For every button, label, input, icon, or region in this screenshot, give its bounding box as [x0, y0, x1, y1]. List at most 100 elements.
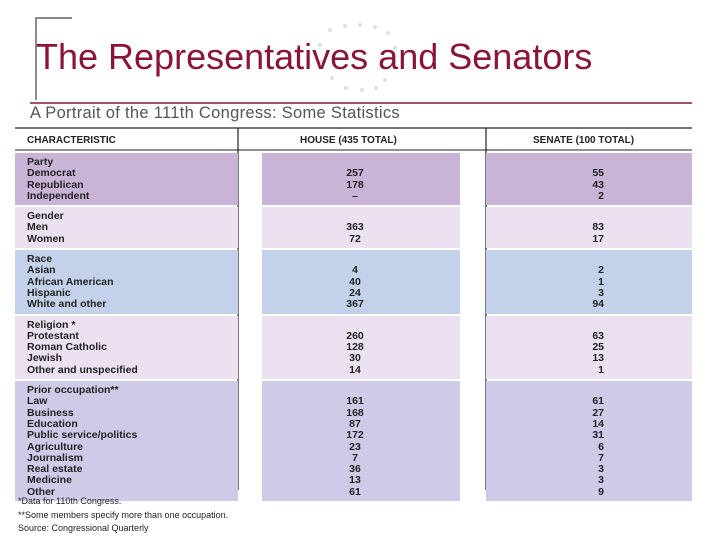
- cell-value: 72: [349, 232, 361, 245]
- table-cell: 55 43 2: [486, 153, 692, 206]
- row-label: Public service/politics: [27, 429, 138, 442]
- cell-value: 63: [592, 329, 604, 342]
- cell-value: 128: [346, 341, 364, 354]
- row-label: Agriculture: [27, 440, 84, 453]
- footnote: **Some members specify more than one occ…: [18, 510, 229, 520]
- cell-value: 3: [598, 463, 604, 476]
- cell-value: 14: [349, 363, 361, 376]
- cell-value: 1: [598, 363, 604, 376]
- cell-value: 172: [346, 429, 364, 442]
- row-label: Republican: [27, 178, 84, 191]
- table-section: Gender Men Women 363 72 83 17: [0, 207, 720, 249]
- table-cell: 161 168 87 172 23 7 36 13 61: [262, 381, 460, 502]
- table-section: Prior occupation** Law Business Education Pu…: [0, 381, 720, 502]
- row-label: White and other: [27, 298, 107, 311]
- section-heading: Race: [27, 253, 53, 266]
- cell-value: 94: [592, 298, 604, 311]
- cell-value: 363: [346, 221, 364, 234]
- cell-value: 61: [592, 395, 604, 408]
- row-label: Jewish: [27, 352, 63, 365]
- row-label: Roman Catholic: [27, 341, 107, 354]
- table-cell: Religion * Protestant Roman Catholic Jewish…: [15, 315, 238, 380]
- table-cell: Gender Men Women: [15, 207, 238, 249]
- spacer: [486, 385, 604, 396]
- cell-value: 23: [349, 440, 361, 453]
- cell-value: 13: [349, 474, 361, 487]
- cell-value: 7: [352, 451, 358, 464]
- row-label: Asian: [27, 264, 56, 277]
- table-cell: 2 1 3 94: [486, 250, 692, 314]
- cell-value: 25: [592, 341, 604, 354]
- cell-value: 7: [598, 451, 604, 464]
- cell-value: 2: [598, 264, 604, 277]
- row-label: Real estate: [27, 463, 83, 476]
- cell-value: 257: [346, 167, 364, 180]
- table-section: Race Asian African American Hispanic White a…: [0, 250, 720, 314]
- row-label: Protestant: [27, 329, 79, 342]
- table-section: Religion * Protestant Roman Catholic Jewish…: [0, 315, 720, 380]
- cell-value: 40: [349, 275, 361, 288]
- table-cell: 260 128 30 14: [262, 315, 460, 380]
- cell-value: 27: [592, 406, 604, 419]
- section-heading: Prior occupation**: [27, 384, 119, 397]
- row-label: Women: [27, 232, 65, 245]
- table-cell: Party Democrat Republican Independent: [15, 153, 238, 206]
- cell-value: 178: [346, 178, 364, 191]
- cell-value: 1: [598, 275, 604, 288]
- cell-value: 3: [598, 474, 604, 487]
- row-label: Independent: [27, 189, 90, 202]
- cell-value: 24: [349, 286, 361, 299]
- spacer: [486, 211, 604, 222]
- footnote: *Data for 110th Congress.: [18, 496, 122, 506]
- row-label: Other and unspecified: [27, 363, 138, 376]
- row-label: Law: [27, 395, 48, 408]
- cell-value: 9: [598, 485, 604, 498]
- column-header: HOUSE (435 TOTAL): [300, 135, 397, 146]
- section-heading: Religion *: [27, 318, 76, 331]
- cell-value: 17: [592, 232, 604, 245]
- section-heading: Party: [27, 156, 54, 168]
- cell-value: 14: [592, 417, 604, 430]
- cell-value: 43: [592, 178, 604, 191]
- cell-value: 61: [349, 485, 361, 498]
- cell-value: 6: [598, 440, 604, 453]
- cell-value: –: [352, 189, 358, 202]
- spacer: [486, 157, 604, 168]
- cell-value: 83: [592, 221, 604, 234]
- row-label: Education: [27, 417, 78, 430]
- cell-value: 87: [349, 417, 361, 430]
- cell-value: 2: [598, 189, 604, 202]
- table-cell: Prior occupation** Law Business Education Pu…: [15, 381, 238, 502]
- cell-value: 367: [346, 298, 364, 311]
- cell-value: 30: [349, 352, 361, 365]
- row-label: Business: [27, 406, 74, 419]
- cell-value: 55: [592, 167, 604, 180]
- cell-value: 260: [346, 329, 364, 342]
- section-heading: Gender: [27, 210, 64, 223]
- footnote: Source: Congressional Quarterly: [18, 523, 149, 533]
- table-cell: 83 17: [486, 207, 692, 249]
- row-label: Medicine: [27, 474, 72, 487]
- cell-value: 168: [346, 406, 364, 419]
- cell-value: 3: [598, 286, 604, 299]
- cell-value: 31: [592, 429, 604, 442]
- table-cell: 63 25 13 1: [486, 315, 692, 380]
- column-header: CHARACTERISTIC: [27, 135, 116, 146]
- row-label: Journalism: [27, 451, 84, 464]
- table-cell: Race Asian African American Hispanic White a…: [15, 250, 238, 314]
- spacer: [486, 320, 604, 331]
- cell-value: 4: [352, 264, 358, 277]
- row-label: African American: [27, 275, 114, 288]
- row-label: Men: [27, 221, 48, 234]
- table-body: Party Democrat Republican Independent 257 178…: [0, 153, 720, 503]
- row-label: Hispanic: [27, 286, 71, 299]
- table-section: Party Democrat Republican Independent 257 178…: [0, 153, 720, 206]
- column-header: SENATE (100 TOTAL): [533, 135, 635, 146]
- spacer: [486, 254, 604, 265]
- table-cell: 4 40 24 367: [262, 250, 460, 314]
- row-label: Democrat: [27, 167, 76, 180]
- subtitle: A Portrait of the 111th Congress: Some S…: [30, 104, 400, 122]
- table-cell: 257 178–: [262, 153, 460, 206]
- cell-value: 36: [349, 463, 361, 476]
